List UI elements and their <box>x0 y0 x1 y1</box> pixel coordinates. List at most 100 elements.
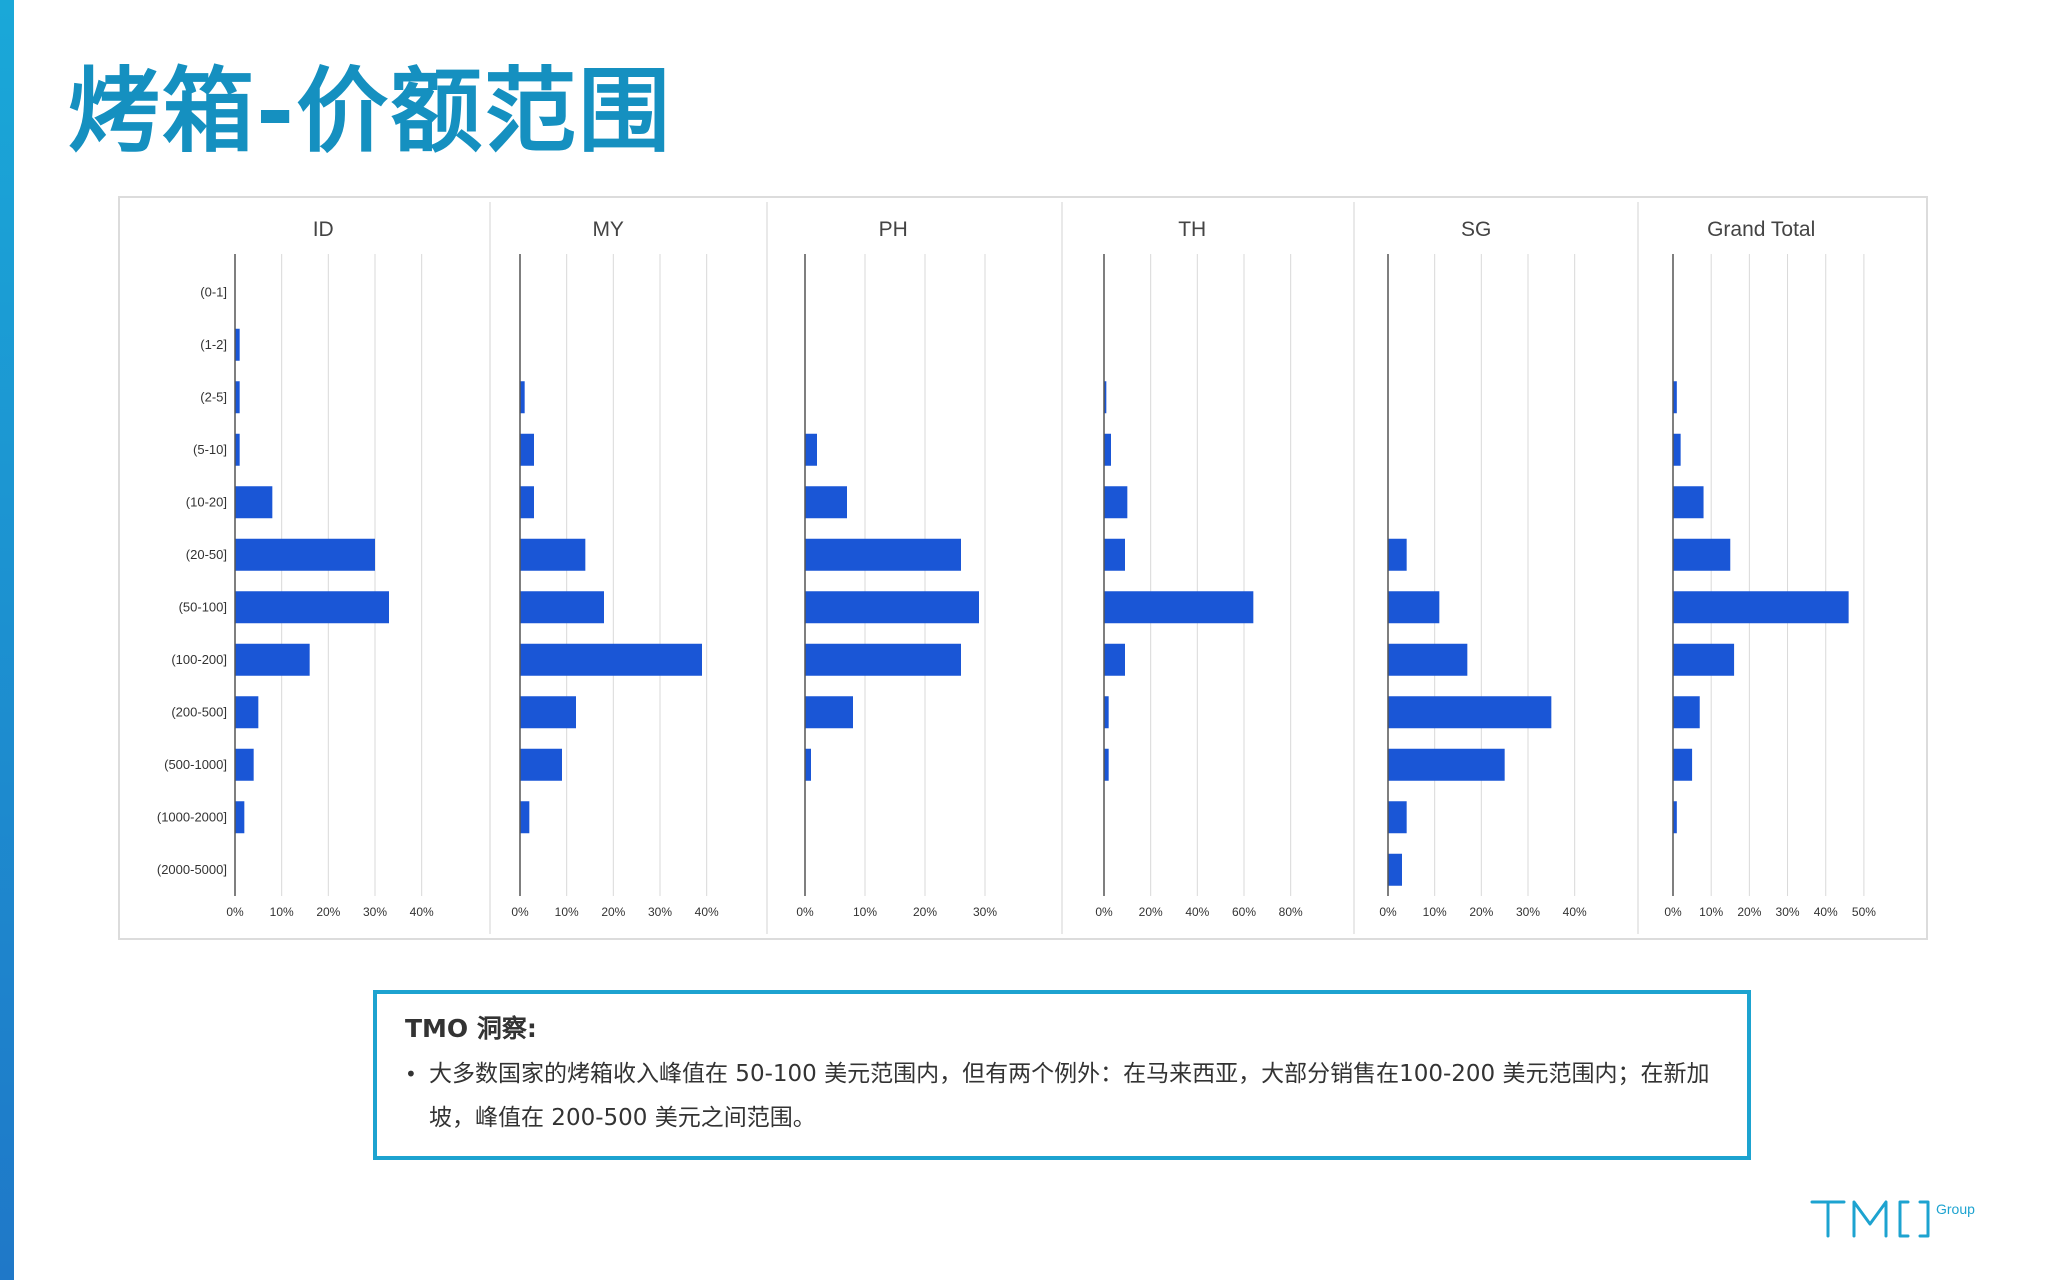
bar <box>805 591 979 624</box>
panel-title: MY <box>592 218 624 241</box>
tick-label: 80% <box>1279 905 1303 919</box>
tick-label: 0% <box>1095 905 1113 919</box>
chart-panel-frame: (0-1] (1-2] (2-5] (5-10] (10-20] (20-50] (50-1… <box>118 196 1928 940</box>
tick-label: 40% <box>1563 905 1587 919</box>
tick-label: 40% <box>1185 905 1209 919</box>
tick-label: 20% <box>1469 905 1493 919</box>
bar <box>1104 381 1107 414</box>
bar <box>1104 591 1254 624</box>
panel-title: ID <box>313 218 334 241</box>
bar <box>1673 696 1700 729</box>
category-label: (50-100] <box>179 599 227 614</box>
panel-title: TH <box>1178 218 1206 241</box>
bar <box>520 486 534 519</box>
bar <box>1104 433 1111 466</box>
bar <box>805 748 811 781</box>
bullet-icon: • <box>405 1062 417 1086</box>
bar <box>1673 801 1677 834</box>
bar <box>235 643 310 676</box>
bar <box>235 328 240 361</box>
insight-title: TMO 洞察: <box>405 1014 537 1043</box>
tick-label: 0% <box>511 905 529 919</box>
category-label: (20-50] <box>186 547 227 562</box>
category-label: (1-2] <box>200 337 227 352</box>
tick-label: 40% <box>695 905 719 919</box>
tick-label: 20% <box>913 905 937 919</box>
tick-label: 40% <box>1814 905 1838 919</box>
category-label: (0-1] <box>200 284 227 299</box>
insight-box: TMO 洞察: • 大多数国家的烤箱收入峰值在 50-100 美元范围内，但有两… <box>373 990 1751 1160</box>
bar <box>1673 643 1735 676</box>
bar <box>1104 486 1128 519</box>
bar <box>1388 748 1505 781</box>
price-range-chart: (0-1] (1-2] (2-5] (5-10] (10-20] (20-50] (50-1… <box>157 202 1876 934</box>
tick-label: 0% <box>1664 905 1682 919</box>
bar <box>235 433 240 466</box>
left-accent-bar <box>0 0 14 1280</box>
bar <box>1388 853 1402 886</box>
tick-label: 10% <box>555 905 579 919</box>
tick-label: 60% <box>1232 905 1256 919</box>
insight-bullet-item: • 大多数国家的烤箱收入峰值在 50-100 美元范围内，但有两个例外：在马来西… <box>405 1052 1719 1140</box>
bar <box>520 591 604 624</box>
category-label: (5-10] <box>193 442 227 457</box>
tick-label: 30% <box>363 905 387 919</box>
tick-label: 10% <box>1423 905 1447 919</box>
tick-label: 20% <box>1737 905 1761 919</box>
bar <box>235 801 245 834</box>
tick-label: 30% <box>1776 905 1800 919</box>
category-label: (1000-2000] <box>157 809 227 824</box>
tick-label: 0% <box>1379 905 1397 919</box>
bar <box>1388 643 1468 676</box>
bar <box>1388 538 1407 571</box>
bar <box>1673 486 1704 519</box>
bar <box>520 381 525 414</box>
bar <box>1673 433 1681 466</box>
page-title: 烤箱-价额范围 <box>68 58 673 165</box>
category-label: (100-200] <box>171 652 227 667</box>
tick-label: 30% <box>973 905 997 919</box>
tick-label: 40% <box>410 905 434 919</box>
tick-label: 30% <box>648 905 672 919</box>
category-label: (500-1000] <box>164 757 227 772</box>
bar <box>1388 696 1552 729</box>
tick-label: 10% <box>1699 905 1723 919</box>
tick-label: 10% <box>270 905 294 919</box>
insight-text: 大多数国家的烤箱收入峰值在 50-100 美元范围内，但有两个例外：在马来西亚，… <box>429 1061 1710 1131</box>
panel-title: SG <box>1461 218 1491 241</box>
tick-label: 20% <box>601 905 625 919</box>
tick-label: 0% <box>226 905 244 919</box>
category-label: (2000-5000] <box>157 862 227 877</box>
bar <box>520 696 576 729</box>
bar <box>1388 591 1440 624</box>
panel-title: PH <box>879 218 908 241</box>
tick-label: 20% <box>316 905 340 919</box>
bar <box>235 696 259 729</box>
logo-suffix: Group <box>1936 1201 1975 1217</box>
bar <box>805 696 853 729</box>
bar <box>1104 748 1109 781</box>
tick-label: 50% <box>1852 905 1876 919</box>
bar <box>1104 643 1125 676</box>
bar <box>235 591 389 624</box>
bar <box>235 486 273 519</box>
bar <box>1673 538 1731 571</box>
bar <box>805 538 961 571</box>
bar <box>1673 381 1677 414</box>
category-label: (10-20] <box>186 494 227 509</box>
bar <box>235 748 254 781</box>
tick-label: 30% <box>1516 905 1540 919</box>
tick-label: 10% <box>853 905 877 919</box>
bar <box>805 643 961 676</box>
bar <box>520 538 586 571</box>
tick-label: 0% <box>796 905 814 919</box>
bar <box>1104 538 1125 571</box>
category-label: (2-5] <box>200 389 227 404</box>
bar <box>1388 801 1407 834</box>
bar <box>805 433 817 466</box>
bar <box>805 486 847 519</box>
bar <box>520 433 534 466</box>
bar <box>235 381 240 414</box>
bar <box>1673 748 1693 781</box>
bar <box>520 643 702 676</box>
